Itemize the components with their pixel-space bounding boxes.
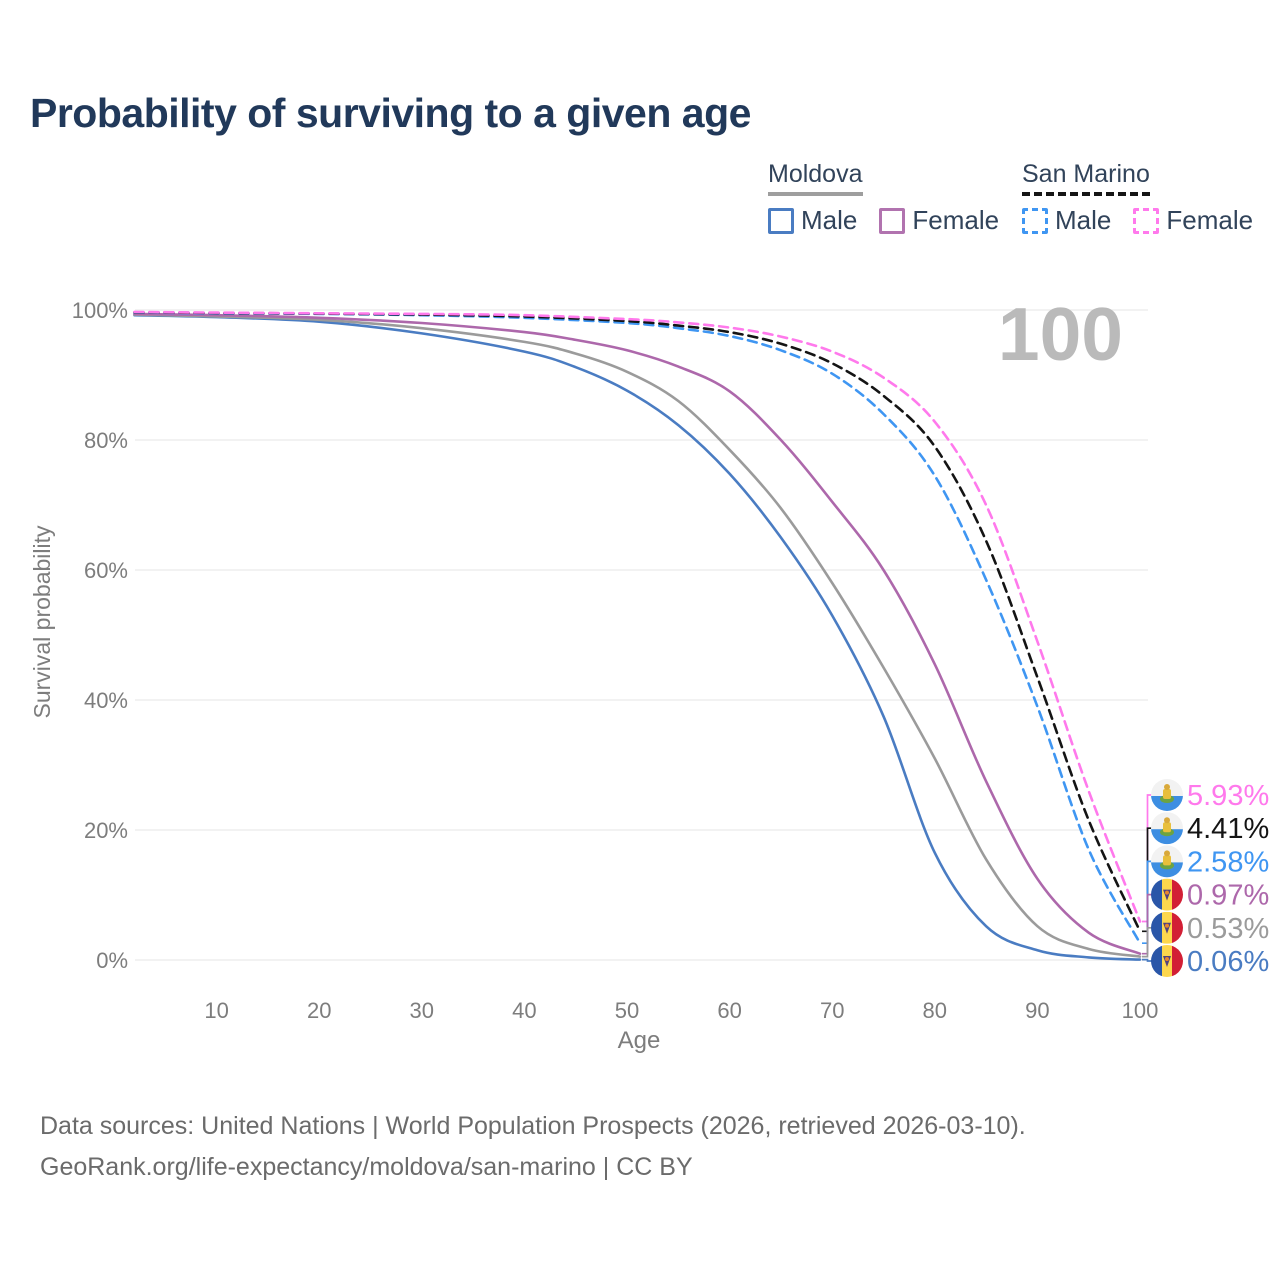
flag-stripe-blue: [1151, 945, 1162, 977]
legend-group-title-san-marino: San Marino: [1022, 160, 1150, 196]
legend-item-moldova-female[interactable]: Female: [879, 205, 999, 236]
flag-emblem-eagle: [1163, 889, 1171, 901]
legend-group-title-moldova: Moldova: [768, 160, 863, 196]
flag-bottom-blue: [1151, 796, 1183, 811]
flag-bottom-blue: [1151, 862, 1183, 878]
y-tick-label: 60%: [84, 558, 128, 583]
legend-swatch-sanmarino-female: [1133, 207, 1160, 234]
flag-emblem-crown: [1164, 850, 1170, 857]
end-value-label-moldova-total: 0.53%: [1187, 913, 1269, 945]
moldova-flag-icon: [1151, 878, 1183, 911]
y-tick-label: 80%: [84, 428, 128, 453]
legend-item-label: Male: [801, 205, 858, 235]
flag-emblem-crown: [1164, 784, 1170, 790]
flag-stripe-red: [1172, 878, 1183, 911]
flag-emblem-tower: [1163, 789, 1171, 799]
x-tick-label: 30: [410, 998, 434, 1023]
flag-emblem-eagle: [1163, 922, 1171, 934]
x-tick-label: 60: [717, 998, 741, 1023]
legend-item-sanmarino-male[interactable]: Male: [1022, 205, 1111, 236]
x-tick-label: 50: [615, 998, 639, 1023]
line-sanmarino-total: [133, 311, 1142, 933]
flag-stripe-red: [1172, 945, 1183, 977]
line-moldova-female: [133, 312, 1142, 955]
end-value-label-moldova-female: 0.97%: [1187, 880, 1269, 912]
x-tick-label: 20: [307, 998, 331, 1023]
end-value-label-moldova-male: 0.06%: [1187, 946, 1269, 978]
page-title: Probability of surviving to a given age: [30, 90, 751, 136]
flag-emblem-crown: [1164, 817, 1170, 824]
x-axis-title: Age: [618, 1027, 661, 1054]
flag-emblem-tower: [1163, 855, 1171, 866]
x-tick-label: 70: [820, 998, 844, 1023]
flag-emblem-eagle: [1163, 956, 1171, 967]
line-sanmarino-female: [133, 310, 1142, 923]
flag-stripe-blue: [1151, 878, 1162, 911]
san-marino-flag-icon: [1151, 845, 1183, 878]
x-tick-label: 100: [1122, 998, 1159, 1023]
y-tick-label: 20%: [84, 818, 128, 843]
moldova-flag-icon-art: [1151, 911, 1183, 944]
footer-line-sources: Data sources: United Nations | World Pop…: [40, 1112, 1026, 1140]
legend-swatch-sanmarino-male: [1022, 207, 1048, 234]
legend-item-label: Male: [1055, 205, 1112, 235]
x-tick-label: 90: [1025, 998, 1049, 1023]
label-connector-moldova-female: [1142, 893, 1152, 955]
x-tick-label: 10: [204, 998, 228, 1023]
legend-swatch-moldova-female: [879, 207, 906, 234]
label-connector-moldova-male: [1142, 958, 1152, 962]
label-connector-moldova-total: [1142, 926, 1152, 958]
y-tick-label: 40%: [84, 688, 128, 713]
legend-group-san-marino: San Marino Male Female: [1022, 160, 1253, 236]
data-source-footer: Data sources: United Nations | World Pop…: [40, 1106, 1026, 1188]
flag-stripe-blue: [1151, 911, 1162, 944]
san-marino-flag-icon-art: [1151, 812, 1183, 845]
moldova-flag-icon-art: [1151, 878, 1183, 911]
san-marino-flag-icon: [1151, 779, 1183, 811]
legend-item-label: Female: [912, 205, 1000, 235]
footer-line-attribution: GeoRank.org/life-expectancy/moldova/san-…: [40, 1153, 693, 1181]
flag-emblem-shield: [1165, 890, 1169, 895]
y-tick-label: 100%: [72, 298, 128, 323]
moldova-flag-icon: [1151, 911, 1183, 944]
san-marino-flag-icon-art: [1151, 779, 1183, 811]
flag-emblem-tower: [1163, 822, 1171, 833]
line-moldova-total: [133, 313, 1142, 958]
y-tick-label: 0%: [96, 948, 128, 973]
x-tick-label: 80: [923, 998, 947, 1023]
end-value-label-sanmarino-male: 2.58%: [1187, 846, 1269, 878]
end-value-label-sanmarino-female: 5.93%: [1187, 780, 1269, 812]
moldova-flag-icon-art: [1151, 945, 1183, 977]
legend-swatch-moldova-male: [768, 207, 794, 234]
line-sanmarino-male: [133, 311, 1142, 945]
age-counter-watermark: 100: [998, 292, 1123, 376]
flag-bottom-blue: [1151, 829, 1183, 845]
san-marino-flag-icon: [1151, 812, 1183, 845]
flag-emblem-shield: [1165, 923, 1169, 928]
x-tick-label: 40: [512, 998, 536, 1023]
y-axis-title: Survival probability: [29, 525, 55, 719]
san-marino-flag-icon-art: [1151, 845, 1183, 878]
flag-stripe-red: [1172, 911, 1183, 944]
moldova-flag-icon: [1151, 945, 1183, 977]
flag-emblem-shield: [1165, 957, 1169, 961]
legend-item-sanmarino-female[interactable]: Female: [1133, 205, 1253, 236]
legend-item-label: Female: [1166, 205, 1254, 235]
line-moldova-male: [133, 313, 1142, 961]
legend-group-moldova: Moldova Male Female: [768, 160, 999, 236]
end-value-label-sanmarino-total: 4.41%: [1187, 813, 1269, 845]
legend-item-moldova-male[interactable]: Male: [768, 205, 857, 236]
